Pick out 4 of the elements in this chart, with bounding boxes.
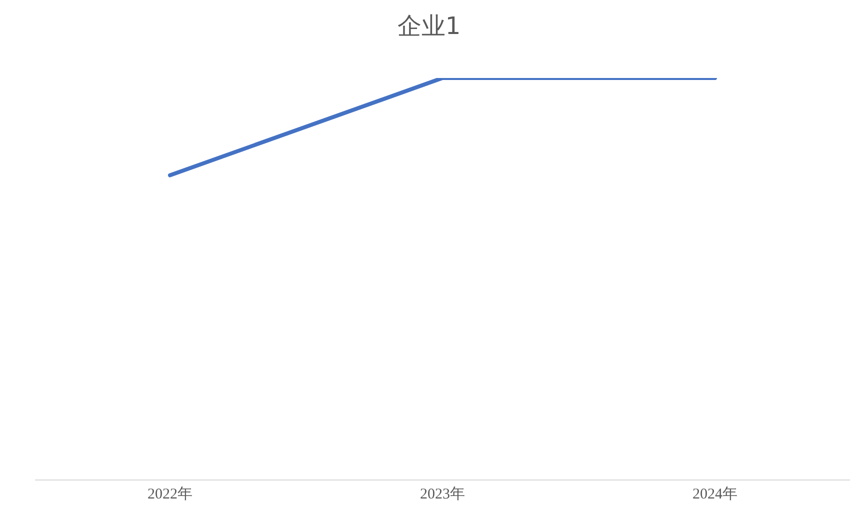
chart-title: 企业1 [396, 11, 462, 42]
x-tick-label: 2023年 [420, 486, 465, 503]
x-tick-label: 2024年 [692, 486, 738, 503]
x-tick-label: 2022年 [148, 486, 192, 503]
